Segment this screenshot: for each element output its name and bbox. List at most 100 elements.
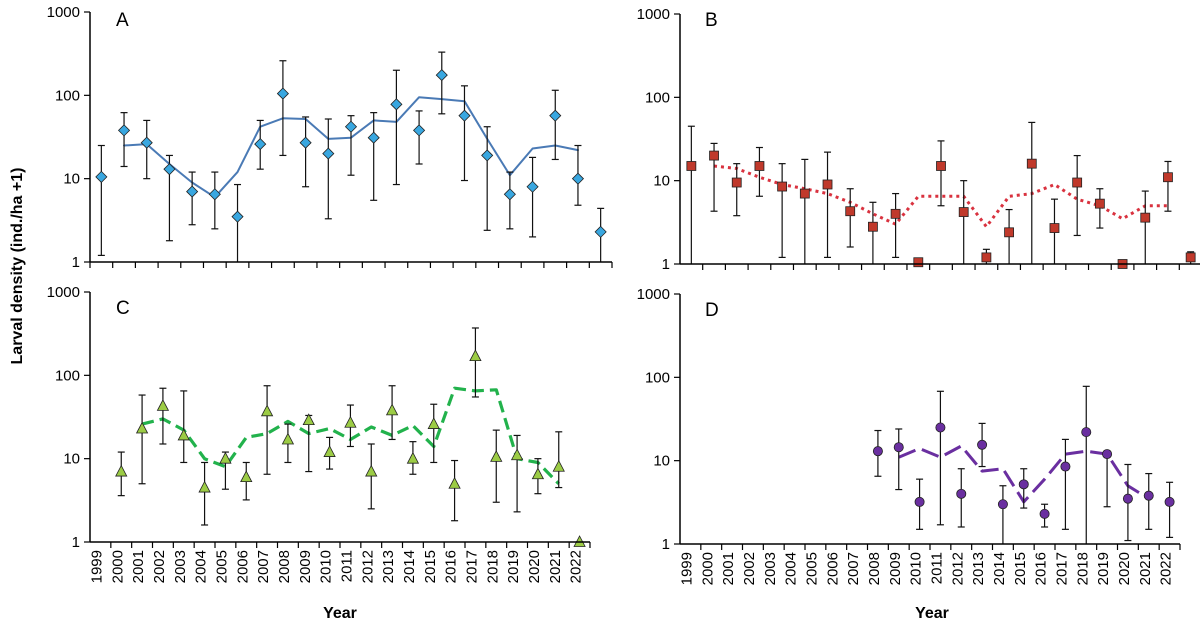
panel-a-data-point — [163, 163, 176, 176]
x-axis-title-right: Year — [915, 605, 949, 622]
panel-a-data-point — [208, 188, 221, 201]
panel-d-data-point — [1143, 490, 1154, 501]
panel-d-x-tick-label: 2001 — [720, 552, 737, 585]
panel-d-x-tick-label: 2009 — [887, 552, 904, 585]
panel-d-x-tick-label: 2014 — [991, 552, 1008, 585]
panel-a-data-point — [140, 136, 153, 149]
panel-d-x-tick-label: 2005 — [803, 552, 820, 585]
panel-d-data-point — [1060, 461, 1071, 472]
panel-d-x-tick-label: 2020 — [1116, 552, 1133, 585]
panel-b-data-point — [958, 207, 969, 217]
panel-c-x-tick-label: 2015 — [422, 550, 439, 583]
panel-d-y-tick-label: 1000 — [637, 286, 670, 303]
panel-d-x-tick-label: 2012 — [949, 552, 966, 585]
panel-c-x-tick-label: 2013 — [380, 550, 397, 583]
panel-c-data-point — [531, 467, 545, 480]
panel-c-y-tick-label: 1000 — [47, 284, 80, 301]
panel-b-data-point — [1049, 223, 1060, 233]
panel-d-data-point — [956, 488, 967, 499]
panel-a-data-point — [344, 120, 358, 133]
panel-d-x-tick-label: 2003 — [762, 552, 779, 585]
panel-d-x-tick-label: 2006 — [824, 552, 841, 585]
panel-b-data-point — [868, 221, 878, 232]
panel-a-data-point — [571, 172, 585, 185]
panel-c-y-tick-label: 10 — [63, 451, 80, 468]
panel-c-x-tick-label: 2021 — [547, 550, 564, 583]
panel-a-data-point — [186, 185, 199, 198]
panel-a-data-point — [481, 149, 494, 162]
panel-d-x-tick-label: 2002 — [741, 552, 758, 585]
x-axis-title-left: Year — [323, 605, 357, 622]
panel-c-data-point — [510, 448, 524, 461]
y-axis-title: Larval density (ind./ha +1) — [9, 168, 26, 365]
panel-a-data-point — [299, 136, 312, 149]
panel-d-letter: D — [705, 300, 719, 321]
panel-a-data-point — [254, 138, 267, 151]
panel-c-y-tick-label: 100 — [55, 367, 80, 384]
panel-c-x-tick-label: 2017 — [463, 550, 480, 583]
panel-c-letter: C — [116, 298, 130, 319]
panel-c-data-point — [469, 349, 482, 362]
panel-d-x-tick-label: 2007 — [845, 552, 862, 585]
panel-d-y-tick-label: 100 — [645, 369, 670, 386]
panel-a-data-point — [367, 131, 380, 144]
panel-c-data-point — [552, 459, 565, 472]
panel-a-data-point — [549, 109, 562, 122]
panel-a: A 1 10 100 1000 — [47, 4, 613, 271]
panel-b-data-point — [981, 252, 992, 263]
panel-c-x-tick-label: 2000 — [109, 550, 126, 583]
panel-c-data-point — [490, 450, 503, 462]
panel-d-x-tick-label: 2008 — [866, 552, 883, 585]
panel-a-data-point — [117, 124, 131, 137]
panel-c-x-tick-label: 2012 — [359, 550, 376, 583]
panel-b-data-point — [1163, 172, 1173, 183]
panel-d-data-point — [977, 439, 988, 450]
panel-d-x-tick-label: 2004 — [783, 552, 800, 585]
panel-d-data-point — [1018, 479, 1029, 490]
panel-c-x-tick-label: 2019 — [505, 550, 522, 583]
panel-c: C 1 10 100 1000 1999 2000 2001 2002 2003 2004 2005… — [47, 284, 591, 583]
panel-b: B 1 10 100 1000 — [637, 6, 1200, 273]
panel-c-data-point — [448, 476, 461, 489]
panel-a-y-tick-label: 1 — [72, 254, 80, 271]
panel-a-data-point — [526, 180, 539, 193]
panel-c-x-tick-label: 2018 — [484, 550, 501, 583]
panel-a-data-point — [390, 98, 403, 111]
panel-c-data-point — [385, 403, 399, 416]
panel-b-y-tick-label: 1 — [662, 256, 670, 273]
panel-c-x-tick-label: 2022 — [568, 550, 585, 583]
panel-a-y-tick-label: 10 — [63, 171, 80, 188]
panel-b-data-point — [1185, 252, 1196, 263]
panel-d-y-tick-label: 1 — [662, 536, 670, 553]
panel-d-x-tick-label: 2010 — [908, 552, 925, 585]
panel-a-y-tick-label: 1000 — [47, 4, 80, 21]
panel-b-data-point — [1094, 198, 1105, 209]
panel-c-y-tick-label: 1 — [72, 534, 80, 551]
panel-c-data-point — [344, 415, 357, 428]
panel-a-letter: A — [116, 10, 129, 31]
panel-d-x-tick-label: 2013 — [970, 552, 987, 585]
panel-c-x-tick-label: 2011 — [338, 550, 355, 582]
panel-b-y-tick-label: 10 — [653, 173, 670, 190]
panel-b-data-point — [686, 161, 697, 171]
panel-d-data-point — [997, 499, 1008, 510]
panel-b-y-tick-label: 1000 — [637, 6, 670, 23]
panel-c-data-point — [323, 445, 336, 457]
panel-b-y-tick-label: 100 — [645, 89, 670, 106]
panel-d-data-point — [1164, 496, 1175, 507]
panel-d-data-point — [1122, 493, 1133, 504]
panel-a-y-tick-label: 100 — [55, 87, 80, 104]
panel-d-x-tick-label: 2019 — [1095, 552, 1112, 585]
panel-c-data-point — [365, 464, 378, 477]
panel-c-data-point — [260, 404, 274, 417]
panel-a-data-point — [594, 225, 607, 238]
panel-b-data-point — [754, 161, 765, 171]
panel-a-data-point — [413, 124, 426, 137]
panel-b-data-point — [777, 181, 788, 192]
panel-d-data-point — [1039, 508, 1050, 519]
panel-c-data-point — [177, 428, 190, 441]
panel-d-x-tick-label: 2000 — [699, 552, 716, 585]
panel-c-x-tick-label: 2008 — [276, 550, 293, 583]
panel-c-x-tick-label: 2007 — [255, 550, 272, 583]
